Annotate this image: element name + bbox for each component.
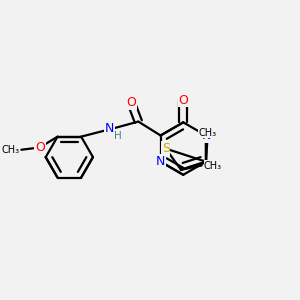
Text: N: N [201, 129, 211, 142]
Text: N: N [156, 155, 165, 168]
Text: O: O [35, 141, 45, 154]
Text: O: O [126, 96, 136, 109]
Text: CH₃: CH₃ [198, 128, 216, 138]
Text: CH₃: CH₃ [2, 145, 20, 155]
Text: O: O [178, 94, 188, 107]
Text: CH₃: CH₃ [204, 160, 222, 170]
Text: S: S [162, 142, 170, 155]
Text: H: H [114, 131, 122, 141]
Text: N: N [105, 122, 115, 135]
